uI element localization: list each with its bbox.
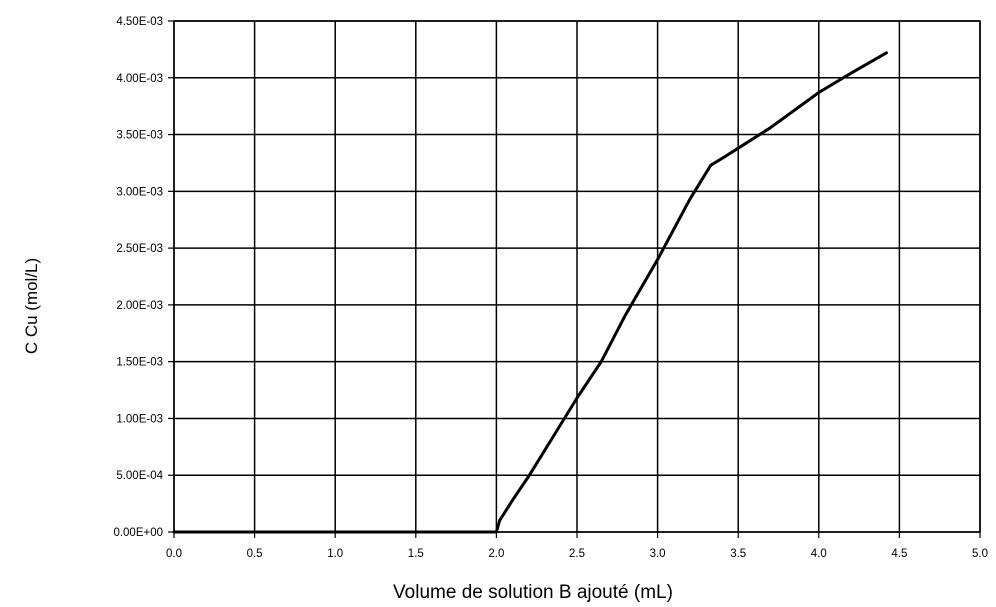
y-axis-ticks: 0.00E+00 5.00E-04 1.00E-03 1.50E-03 2.00E-03… [113, 16, 174, 539]
x-tick-label: 2.5 [569, 548, 585, 560]
y-tick-label: 1.50E-03 [116, 357, 163, 369]
x-axis-title: Volume de solution B ajouté (mL) [393, 582, 673, 603]
y-tick-label: 2.00E-03 [116, 300, 163, 312]
y-tick-label: 4.50E-03 [116, 16, 163, 28]
y-tick-label: 4.00E-03 [116, 73, 163, 85]
series-line [172, 51, 888, 534]
x-tick-label: 3.0 [650, 548, 666, 560]
x-tick-label: 1.0 [327, 548, 343, 560]
x-tick-label: 0.5 [247, 548, 263, 560]
x-tick-label: 5.0 [972, 548, 988, 560]
x-axis-ticks: 0.0 0.5 1.0 1.5 2.0 2.5 3.0 3.5 4.0 4.5 5.0 [166, 532, 988, 560]
y-tick-label: 3.50E-03 [116, 130, 163, 142]
x-tick-label: 3.5 [730, 548, 746, 560]
x-tick-label: 0.0 [166, 548, 182, 560]
x-tick-label: 4.0 [811, 548, 827, 560]
x-tick-label: 1.5 [408, 548, 424, 560]
y-tick-label: 2.50E-03 [116, 243, 163, 255]
y-axis-title: C Cu (mol/L) [22, 258, 41, 354]
x-tick-label: 2.0 [488, 548, 504, 560]
y-tick-label: 3.00E-03 [116, 186, 163, 198]
y-tick-label: 5.00E-04 [116, 470, 163, 482]
grid-lines [173, 20, 981, 533]
x-tick-label: 4.5 [891, 548, 907, 560]
y-tick-label: 1.00E-03 [116, 413, 163, 425]
y-tick-label: 0.00E+00 [113, 527, 163, 539]
